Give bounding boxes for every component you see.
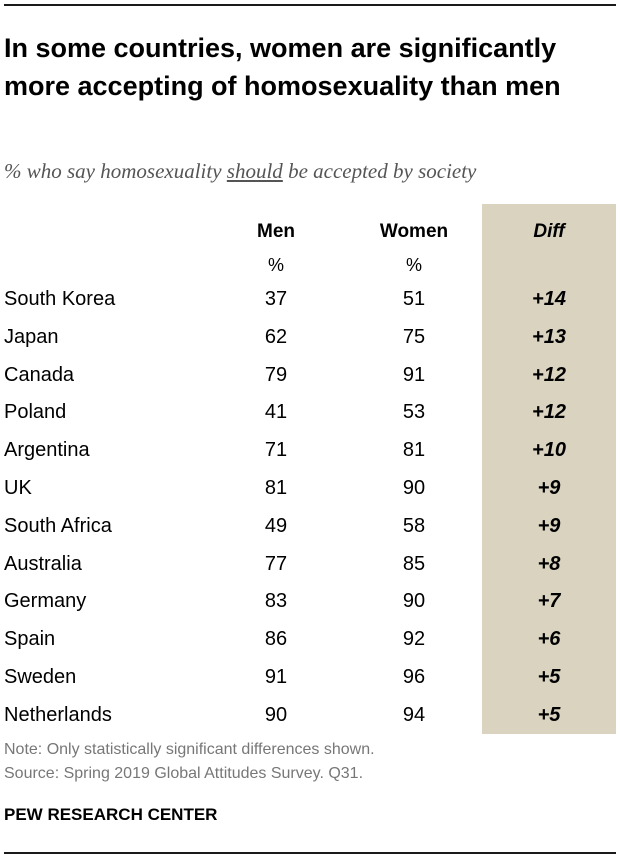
column-header-women: Women % [368, 219, 460, 278]
table-row: Poland 41 53 +12 [0, 394, 620, 432]
row-men-value: 71 [264, 439, 288, 462]
table-row: South Korea 37 51 +14 [0, 281, 620, 319]
row-diff-value: +9 [537, 476, 561, 499]
row-men-value: 86 [264, 628, 288, 651]
table-row: Australia 77 85 +8 [0, 546, 620, 584]
column-header-diff: Diff [482, 219, 616, 245]
table-row: Sweden 91 96 +5 [0, 659, 620, 697]
row-country-label: UK [4, 476, 32, 499]
row-country-label: South Korea [4, 288, 116, 310]
row-women-value: 90 [402, 590, 426, 613]
row-diff-value: +12 [532, 363, 566, 386]
row-diff-value: +10 [532, 439, 566, 462]
row-men-value: 62 [264, 325, 288, 348]
row-diff-value: +9 [537, 514, 561, 537]
subtitle-post: be accepted by society [282, 159, 477, 183]
table-body: South Korea 37 51 +14 Japan 62 75 +13 Canada 79 91… [0, 281, 620, 735]
table-row: Japan 62 75 +13 [0, 319, 620, 357]
row-country-label: Australia [4, 552, 82, 575]
chart-title: In some countries, women are significant… [4, 33, 561, 101]
row-country-label: Japan [4, 325, 59, 348]
row-diff-value: +5 [537, 665, 561, 688]
row-men-value: 41 [264, 401, 288, 424]
table-row: Germany 83 90 +7 [0, 583, 620, 621]
row-women-value: 92 [402, 628, 426, 651]
row-men-value: 79 [264, 363, 288, 386]
row-country-label: Spain [4, 628, 56, 651]
row-women-value: 96 [402, 665, 426, 688]
row-women-value: 85 [402, 552, 426, 575]
row-diff-value: +8 [537, 552, 561, 575]
chart-subtitle: % who say homosexuality should be accept… [4, 157, 614, 185]
column-header-women-label: Women [379, 221, 449, 242]
table-row: UK 81 90 +9 [0, 470, 620, 508]
row-diff-value: +6 [537, 628, 561, 651]
brand-label: PEW RESEARCH CENTER [4, 805, 218, 824]
row-diff-value: +12 [532, 401, 566, 424]
row-women-value: 53 [402, 401, 426, 424]
row-men-value: 49 [264, 514, 288, 537]
table-row: Canada 79 91 +12 [0, 357, 620, 395]
column-header-men-label: Men [257, 221, 295, 242]
table-row: South Africa 49 58 +9 [0, 508, 620, 546]
row-diff-value: +7 [537, 590, 561, 613]
row-women-value: 81 [402, 439, 426, 462]
row-men-value: 37 [264, 288, 288, 310]
row-women-value: 51 [402, 288, 426, 310]
row-diff-value: +5 [537, 703, 561, 726]
row-country-label: South Africa [4, 514, 112, 537]
chart-source: Source: Spring 2019 Global Attitudes Sur… [4, 765, 364, 782]
row-women-value: 90 [402, 476, 426, 499]
table-row: Netherlands 90 94 +5 [0, 697, 620, 735]
column-header-men: Men % [236, 219, 316, 278]
column-header-diff-label: Diff [533, 221, 565, 242]
row-country-label: Germany [4, 590, 87, 613]
row-country-label: Sweden [4, 665, 77, 688]
row-women-value: 91 [402, 363, 426, 386]
chart-note: Note: Only statistically significant dif… [4, 741, 375, 758]
column-header-women-unit: % [405, 255, 422, 275]
row-women-value: 58 [402, 514, 426, 537]
row-women-value: 94 [402, 703, 426, 726]
bottom-rule [4, 852, 616, 854]
row-country-label: Argentina [4, 439, 90, 462]
row-country-label: Netherlands [4, 703, 112, 726]
table-row: Argentina 71 81 +10 [0, 432, 620, 470]
row-men-value: 77 [264, 552, 288, 575]
row-diff-value: +13 [532, 325, 566, 348]
subtitle-underlined: should [226, 159, 283, 183]
row-men-value: 83 [264, 590, 288, 613]
column-header-men-unit: % [267, 255, 284, 275]
row-country-label: Poland [4, 401, 67, 424]
diff-column-highlight [482, 204, 616, 734]
row-women-value: 75 [402, 325, 426, 348]
subtitle-pre: % who say homosexuality [4, 159, 227, 183]
row-men-value: 91 [264, 665, 288, 688]
table-row: Spain 86 92 +6 [0, 621, 620, 659]
row-men-value: 90 [264, 703, 288, 726]
row-country-label: Canada [4, 363, 75, 386]
row-diff-value: +14 [532, 288, 566, 310]
row-men-value: 81 [264, 476, 288, 499]
top-rule [4, 4, 616, 6]
